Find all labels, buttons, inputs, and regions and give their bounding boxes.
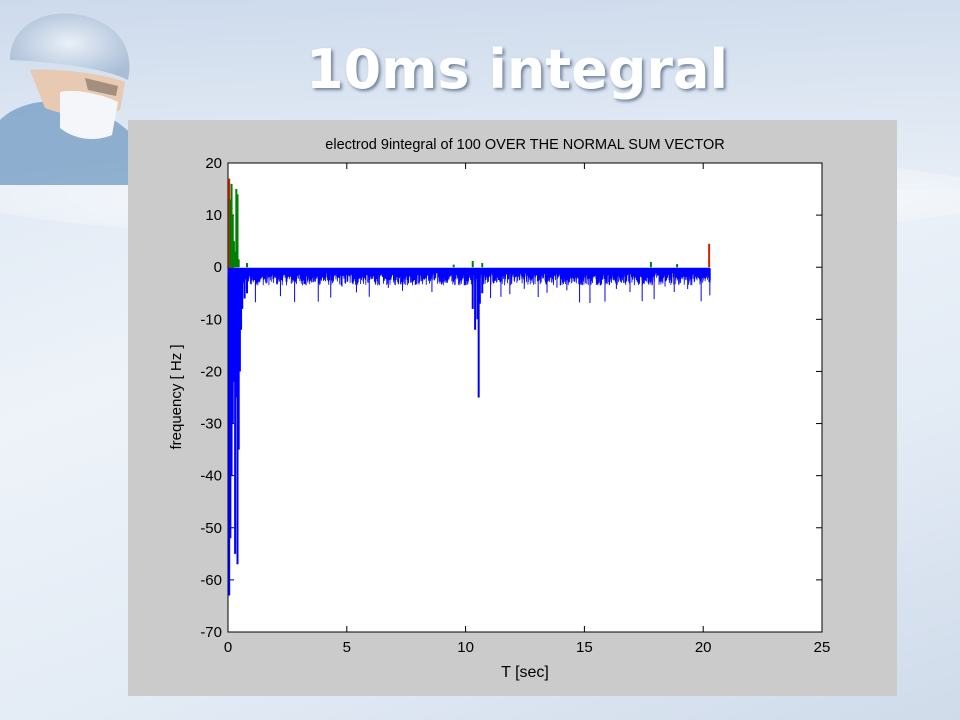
y-tick-label: 20: [205, 155, 222, 172]
x-tick-label: 20: [695, 639, 712, 656]
chart: electrod 9integral of 100 OVER THE NORMA…: [168, 137, 830, 681]
y-tick-label: 0: [214, 259, 222, 276]
x-tick-label: 10: [457, 639, 474, 656]
y-tick-label: 10: [205, 207, 222, 224]
x-tick-label: 15: [576, 639, 593, 656]
y-tick-label: -20: [200, 363, 222, 380]
series-1: [229, 183, 679, 268]
y-tick-label: -40: [200, 468, 222, 485]
y-axis-label: frequency [ Hz ]: [168, 344, 185, 449]
slide-title: 10ms integral: [306, 38, 728, 101]
series-2: [227, 267, 711, 596]
y-tick-label: -10: [200, 311, 222, 328]
surgeon-photo: [0, 13, 160, 185]
chart-title: electrod 9integral of 100 OVER THE NORMA…: [325, 137, 724, 153]
y-tick-label: -30: [200, 416, 222, 433]
figure-window: electrod 9integral of 100 OVER THE NORMA…: [128, 120, 897, 696]
plot-area: [227, 162, 823, 633]
y-tick-label: -60: [200, 572, 222, 589]
series-layer: [227, 178, 711, 596]
x-tick-label: 0: [224, 639, 232, 656]
x-axis-label: T [sec]: [501, 664, 549, 681]
axis-ticks: 0 5 10 15 20 25 20 10 0 -10 -20 -30 -40 -50 -60 -70: [200, 155, 830, 656]
y-tick-label: -70: [200, 624, 222, 641]
x-tick-label: 5: [343, 639, 351, 656]
y-tick-label: -50: [200, 520, 222, 537]
x-tick-label: 25: [814, 639, 831, 656]
